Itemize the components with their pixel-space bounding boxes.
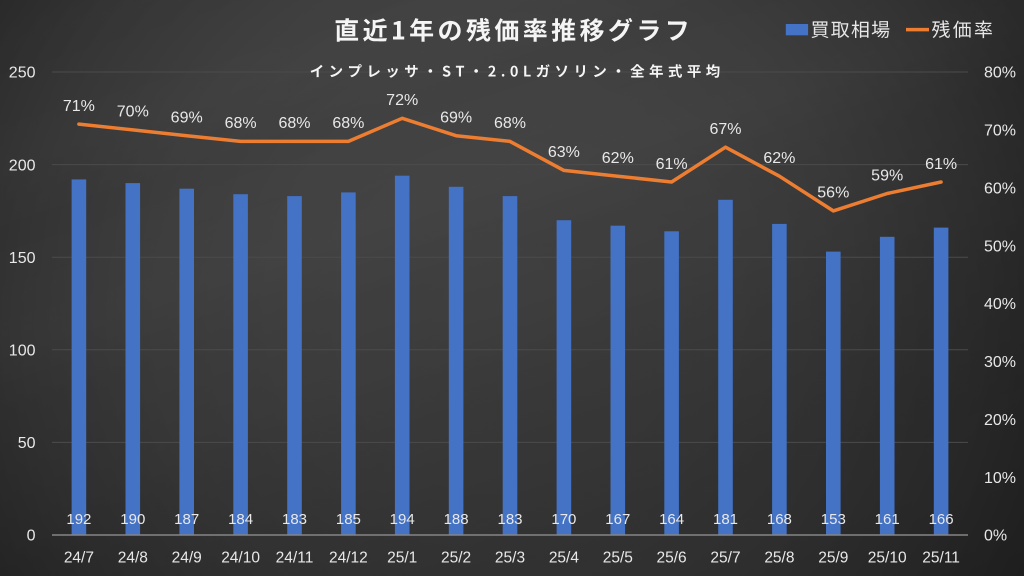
svg-text:69%: 69% xyxy=(171,110,203,127)
svg-text:70%: 70% xyxy=(984,123,1016,140)
svg-text:25/3: 25/3 xyxy=(495,550,525,567)
svg-text:69%: 69% xyxy=(440,110,472,127)
svg-text:70%: 70% xyxy=(117,104,149,121)
svg-text:62%: 62% xyxy=(763,150,795,167)
svg-text:61%: 61% xyxy=(925,156,957,173)
svg-text:194: 194 xyxy=(390,511,415,528)
svg-text:60%: 60% xyxy=(984,180,1016,197)
svg-text:71%: 71% xyxy=(63,98,95,115)
svg-text:187: 187 xyxy=(174,511,199,528)
svg-text:25/1: 25/1 xyxy=(387,550,417,567)
svg-text:24/12: 24/12 xyxy=(329,550,368,567)
svg-text:164: 164 xyxy=(659,511,684,528)
svg-text:166: 166 xyxy=(929,511,954,528)
svg-text:25/5: 25/5 xyxy=(603,550,633,567)
svg-text:184: 184 xyxy=(228,511,253,528)
svg-text:0%: 0% xyxy=(984,528,1007,545)
svg-text:50: 50 xyxy=(18,435,36,452)
svg-text:24/7: 24/7 xyxy=(64,550,94,567)
svg-text:63%: 63% xyxy=(548,144,580,161)
svg-text:25/8: 25/8 xyxy=(764,550,794,567)
svg-text:68%: 68% xyxy=(225,115,257,132)
svg-text:188: 188 xyxy=(444,511,469,528)
svg-text:80%: 80% xyxy=(984,65,1016,82)
svg-text:25/9: 25/9 xyxy=(818,550,848,567)
svg-text:40%: 40% xyxy=(984,296,1016,313)
svg-text:168: 168 xyxy=(767,511,792,528)
svg-text:59%: 59% xyxy=(871,167,903,184)
svg-text:68%: 68% xyxy=(278,115,310,132)
svg-text:25/6: 25/6 xyxy=(657,550,687,567)
svg-text:24/10: 24/10 xyxy=(221,550,260,567)
svg-text:10%: 10% xyxy=(984,470,1016,487)
svg-text:68%: 68% xyxy=(332,115,364,132)
svg-text:25/10: 25/10 xyxy=(868,550,907,567)
svg-text:190: 190 xyxy=(120,511,145,528)
svg-text:0: 0 xyxy=(27,528,36,545)
svg-text:170: 170 xyxy=(551,511,576,528)
svg-text:20%: 20% xyxy=(984,412,1016,429)
svg-text:24/9: 24/9 xyxy=(172,550,202,567)
svg-text:30%: 30% xyxy=(984,354,1016,371)
svg-text:185: 185 xyxy=(336,511,361,528)
svg-text:192: 192 xyxy=(66,511,91,528)
svg-text:150: 150 xyxy=(9,250,36,267)
svg-text:67%: 67% xyxy=(709,121,741,138)
svg-text:25/11: 25/11 xyxy=(922,550,960,567)
svg-text:61%: 61% xyxy=(656,156,688,173)
svg-text:250: 250 xyxy=(9,65,36,82)
svg-text:25/4: 25/4 xyxy=(549,550,580,567)
svg-text:56%: 56% xyxy=(817,185,849,202)
svg-text:200: 200 xyxy=(9,157,36,174)
svg-text:161: 161 xyxy=(875,511,900,528)
svg-text:50%: 50% xyxy=(984,238,1016,255)
svg-text:68%: 68% xyxy=(494,115,526,132)
svg-text:167: 167 xyxy=(605,511,630,528)
svg-text:181: 181 xyxy=(713,511,738,528)
svg-text:62%: 62% xyxy=(602,150,634,167)
svg-text:25/7: 25/7 xyxy=(710,550,740,567)
svg-text:153: 153 xyxy=(821,511,846,528)
svg-text:183: 183 xyxy=(497,511,522,528)
svg-text:25/2: 25/2 xyxy=(441,550,471,567)
svg-text:183: 183 xyxy=(282,511,307,528)
svg-text:24/11: 24/11 xyxy=(276,550,314,567)
svg-text:24/8: 24/8 xyxy=(118,550,148,567)
svg-text:72%: 72% xyxy=(386,92,418,109)
svg-text:100: 100 xyxy=(9,343,36,360)
